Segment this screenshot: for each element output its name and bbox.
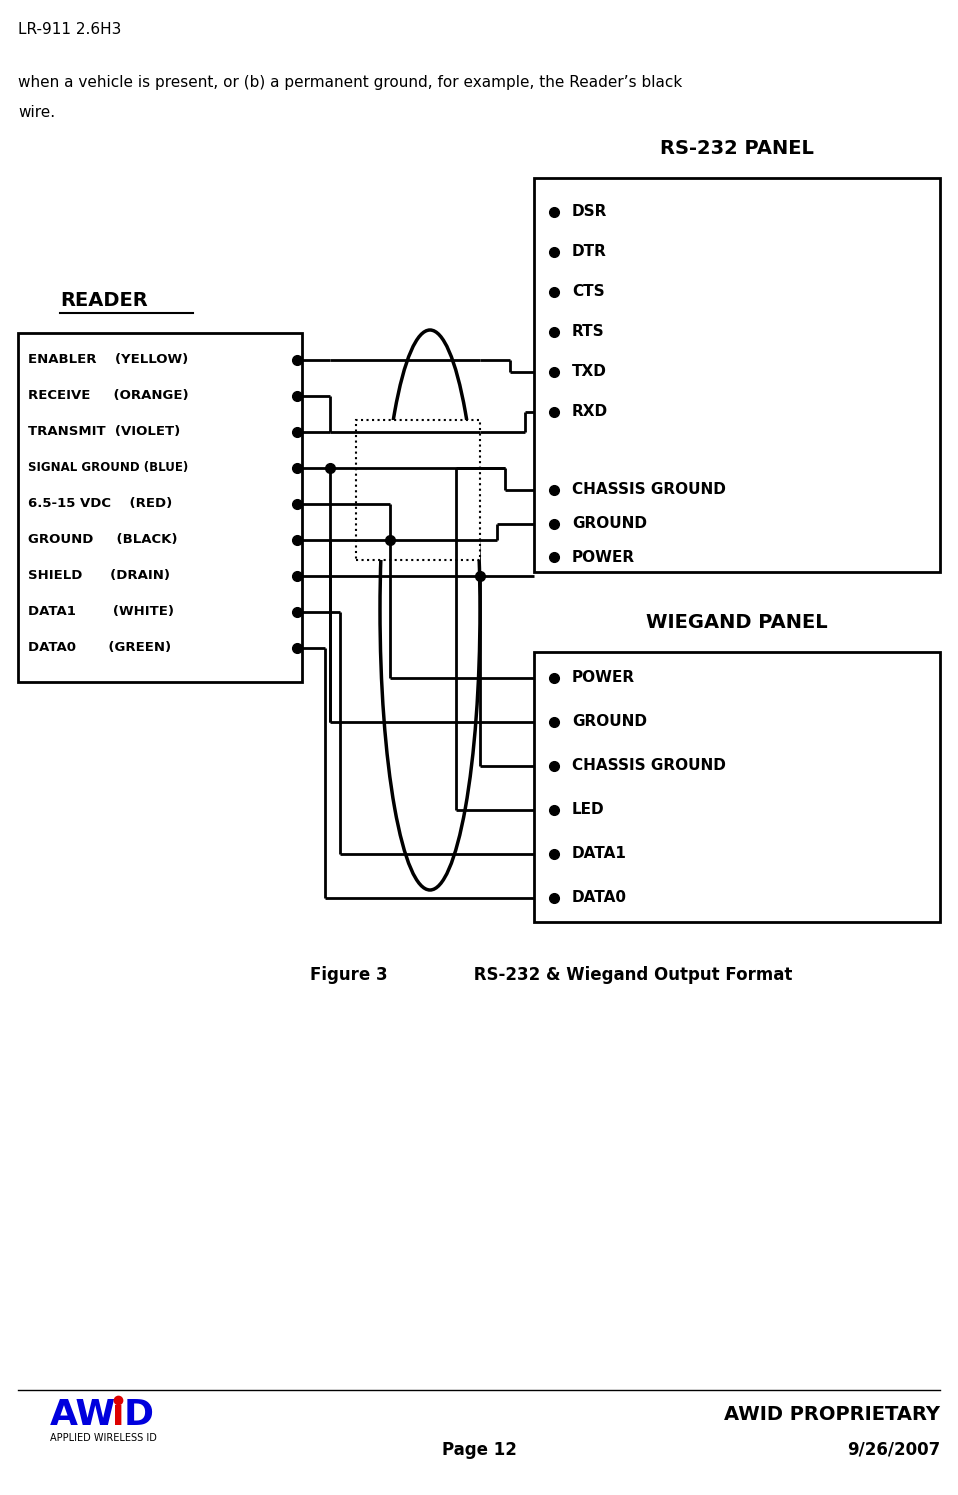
Text: RS-232 & Wiegand Output Format: RS-232 & Wiegand Output Format — [445, 966, 792, 984]
Text: DATA0       (GREEN): DATA0 (GREEN) — [28, 641, 171, 655]
Text: DTR: DTR — [572, 245, 606, 260]
Text: wire.: wire. — [18, 105, 56, 120]
Text: POWER: POWER — [572, 670, 635, 686]
Text: LED: LED — [572, 803, 604, 818]
Text: POWER: POWER — [572, 550, 635, 565]
Text: TXD: TXD — [572, 365, 606, 380]
Text: Page 12: Page 12 — [442, 1441, 516, 1459]
Text: RECEIVE     (ORANGE): RECEIVE (ORANGE) — [28, 390, 189, 402]
Text: DATA1        (WHITE): DATA1 (WHITE) — [28, 605, 174, 619]
Text: 9/26/2007: 9/26/2007 — [847, 1441, 940, 1459]
Text: when a vehicle is present, or (b) a permanent ground, for example, the Reader’s : when a vehicle is present, or (b) a perm… — [18, 75, 682, 90]
Bar — [18, 333, 302, 682]
Text: DATA1: DATA1 — [572, 846, 627, 861]
Text: 6.5-15 VDC    (RED): 6.5-15 VDC (RED) — [28, 498, 172, 510]
Text: GROUND     (BLACK): GROUND (BLACK) — [28, 534, 177, 547]
Text: GROUND: GROUND — [572, 516, 647, 532]
Text: SIGNAL GROUND (BLUE): SIGNAL GROUND (BLUE) — [28, 462, 189, 474]
Text: READER: READER — [60, 292, 148, 309]
Text: ENABLER    (YELLOW): ENABLER (YELLOW) — [28, 353, 189, 366]
Text: D: D — [124, 1398, 154, 1432]
Bar — [534, 652, 940, 922]
Text: DSR: DSR — [572, 205, 607, 220]
Text: Figure 3: Figure 3 — [310, 966, 388, 984]
Text: AWID PROPRIETARY: AWID PROPRIETARY — [724, 1405, 940, 1425]
Text: APPLIED WIRELESS ID: APPLIED WIRELESS ID — [50, 1434, 157, 1443]
Text: TRANSMIT  (VIOLET): TRANSMIT (VIOLET) — [28, 426, 180, 438]
Text: DATA0: DATA0 — [572, 891, 627, 906]
Bar — [534, 178, 940, 573]
Text: i: i — [112, 1398, 125, 1432]
Bar — [356, 420, 480, 561]
Text: LR-911 2.6H3: LR-911 2.6H3 — [18, 22, 122, 37]
Text: CTS: CTS — [572, 284, 604, 299]
Ellipse shape — [380, 330, 480, 890]
Text: RS-232 PANEL: RS-232 PANEL — [660, 139, 814, 158]
Text: CHASSIS GROUND: CHASSIS GROUND — [572, 483, 726, 498]
Text: WIEGAND PANEL: WIEGAND PANEL — [647, 613, 828, 632]
Text: RTS: RTS — [572, 324, 604, 339]
Text: AW: AW — [50, 1398, 116, 1432]
Text: SHIELD      (DRAIN): SHIELD (DRAIN) — [28, 570, 170, 583]
Text: GROUND: GROUND — [572, 715, 647, 730]
Text: RXD: RXD — [572, 405, 608, 420]
Text: CHASSIS GROUND: CHASSIS GROUND — [572, 758, 726, 773]
